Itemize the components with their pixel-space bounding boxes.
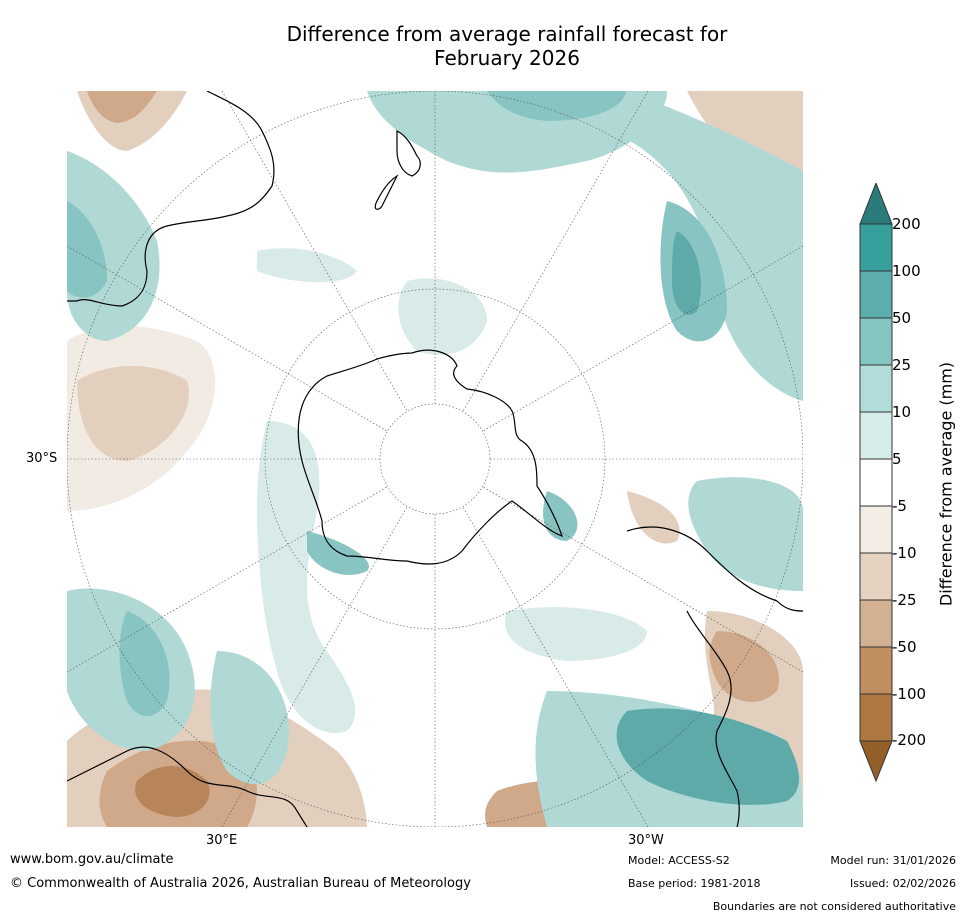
new-zealand-south — [374, 174, 399, 210]
rainfall-map — [67, 91, 803, 827]
legend-bin-m10-m5 — [859, 505, 893, 554]
dry-region-southern-ocean-west-2 — [77, 366, 189, 461]
legend-tick-m50: -50 — [892, 638, 917, 656]
legend-bin-10-25 — [859, 364, 893, 413]
legend-bin-100-200 — [859, 223, 893, 272]
wet-region-pacific-east — [607, 91, 803, 401]
meridian-120e — [67, 486, 388, 673]
wet-region-ross — [398, 278, 487, 355]
legend-title: Difference from average (mm) — [936, 361, 956, 607]
dry-region-chile — [627, 491, 680, 544]
legend-tick-m100: -100 — [892, 685, 927, 703]
meridian-30e — [67, 245, 388, 432]
legend-arrow-bottom — [859, 740, 893, 783]
legend-bin-m100-m50 — [859, 646, 893, 695]
legend-tick-50: 50 — [892, 309, 912, 327]
australia-coast — [67, 91, 275, 307]
meridian-150w — [462, 91, 649, 412]
chart-title: Difference from average rainfall forecas… — [67, 22, 947, 70]
legend-tick-200: 200 — [892, 215, 921, 233]
title-line-1: Difference from average rainfall forecas… — [286, 22, 728, 46]
legend-tick-10: 10 — [892, 403, 912, 421]
legend-tick-m10: -10 — [892, 544, 917, 562]
wet-region-australia-north-core — [487, 91, 627, 121]
longitude-label-30w: 30°W — [628, 833, 664, 848]
legend-tick-m25: -25 — [892, 591, 917, 609]
legend-arrow-top — [859, 183, 893, 225]
meridian-150e — [221, 506, 408, 827]
latitude-label-30s: 30°S — [26, 451, 58, 466]
footer-model: Model: ACCESS-S2 — [628, 854, 730, 867]
legend-bin-50-100 — [859, 270, 893, 319]
legend-bin-m50-m25 — [859, 599, 893, 648]
south-america-coast — [626, 526, 803, 827]
legend-bin-m25-m10 — [859, 552, 893, 601]
legend-tick-25: 25 — [892, 356, 912, 374]
wet-region-antarctic-coast — [307, 531, 369, 575]
antarctica-coast — [297, 349, 563, 565]
dry-region-africa-strong — [135, 766, 210, 817]
coastlines — [67, 91, 803, 827]
meridian-60w — [482, 486, 803, 673]
footer-copyright: © Commonwealth of Australia 2026, Austra… — [10, 876, 471, 891]
legend-bin-5-10 — [859, 411, 893, 460]
legend-bin-m5-5 — [859, 458, 893, 507]
graticule — [67, 91, 803, 827]
wet-region-pacific-strong — [672, 231, 701, 315]
footer-model-run: Model run: 31/01/2026 — [830, 854, 956, 867]
title-line-2: February 2026 — [434, 46, 580, 70]
legend-colorbar — [859, 183, 893, 783]
legend-tick-5: 5 — [892, 450, 902, 468]
new-zealand-north — [396, 130, 421, 177]
footer-url[interactable]: www.bom.gov.au/climate — [10, 852, 174, 867]
legend-tick-m5: -5 — [892, 497, 907, 515]
legend-tick-100: 100 — [892, 262, 921, 280]
longitude-label-30e: 30°E — [206, 833, 238, 848]
meridian-30w — [462, 506, 649, 827]
wet-region-sa-south-atlantic-core — [616, 708, 799, 805]
dry-region-south-america-core — [709, 631, 779, 702]
wet-region-africa-east-core — [119, 611, 170, 716]
wet-region-bellingshausen — [543, 491, 578, 541]
wet-region-indian-west-core — [67, 201, 107, 298]
dry-region-nw-core — [87, 91, 157, 123]
legend-bin-25-50 — [859, 317, 893, 366]
wet-region-weddell — [505, 607, 647, 661]
footer-base-period: Base period: 1981-2018 — [628, 877, 761, 890]
wet-region-indian-mid — [257, 248, 357, 283]
footer-disclaimer: Boundaries are not considered authoritat… — [712, 900, 956, 913]
legend-bin-m200-m100 — [859, 693, 893, 742]
meridian-60e — [221, 91, 408, 412]
wet-region-drake — [688, 477, 803, 591]
legend-tick-m200: -200 — [892, 731, 927, 749]
footer-issued: Issued: 02/02/2026 — [849, 877, 956, 890]
map-svg — [67, 91, 803, 827]
wet-region-mozambique — [210, 651, 289, 785]
africa-coast — [67, 746, 308, 827]
meridian-120w — [482, 245, 803, 432]
wet-region-southern-ocean — [257, 421, 356, 733]
wet-regions — [67, 91, 803, 827]
latitude-circle-45s — [264, 288, 606, 630]
